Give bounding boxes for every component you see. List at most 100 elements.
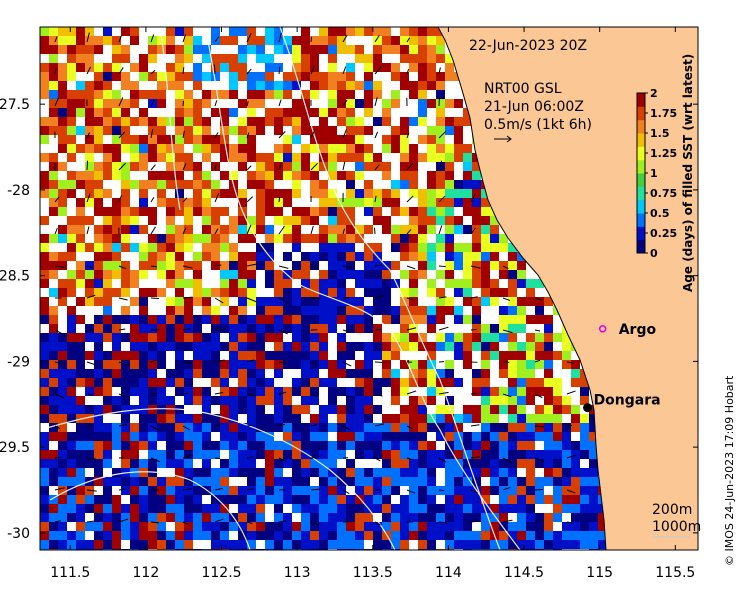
sst-cell [238, 333, 247, 342]
sst-cell [247, 45, 256, 54]
current-vector [502, 457, 512, 464]
sst-cell [40, 531, 49, 540]
sst-cell [67, 441, 76, 450]
sst-cell [103, 522, 112, 531]
current-vector [246, 101, 249, 107]
sst-cell [247, 342, 256, 351]
sst-cell [184, 279, 193, 288]
sst-cell [310, 441, 319, 450]
sst-cell [454, 99, 463, 108]
sst-cell [301, 171, 310, 180]
sst-cell [184, 459, 193, 468]
sst-cell [76, 108, 85, 117]
sst-cell [499, 396, 508, 405]
sst-cell [598, 540, 607, 549]
sst-cell [310, 81, 319, 90]
sst-cell [400, 117, 409, 126]
sst-cell [247, 171, 256, 180]
current-vector [246, 329, 253, 334]
sst-cell [76, 207, 85, 216]
current-vector [470, 520, 480, 523]
sst-cell [382, 45, 391, 54]
current-vector [86, 66, 92, 75]
sst-cell [40, 279, 49, 288]
sst-cell [517, 414, 526, 423]
sst-cell [184, 324, 193, 333]
sst-cell [175, 522, 184, 531]
current-vector [214, 264, 222, 267]
sst-cell [508, 297, 517, 306]
sst-cell [355, 27, 364, 36]
sst-cell [463, 468, 472, 477]
sst-cell [265, 162, 274, 171]
sst-cell [103, 63, 112, 72]
sst-cell [418, 540, 427, 549]
sst-cell [427, 135, 436, 144]
sst-cell [436, 90, 445, 99]
sst-cell [337, 414, 346, 423]
sst-cell [112, 36, 121, 45]
sst-cell [526, 360, 535, 369]
sst-cell [328, 135, 337, 144]
sst-cell [427, 63, 436, 72]
sst-cell [112, 360, 121, 369]
sst-cell [436, 459, 445, 468]
current-vector [118, 488, 126, 491]
sst-cell [49, 252, 58, 261]
sst-cell [103, 288, 112, 297]
current-vector [118, 265, 127, 270]
sst-cell [112, 126, 121, 135]
sst-cell [301, 162, 310, 171]
sst-cell [400, 144, 409, 153]
sst-cell [391, 378, 400, 387]
colorbar-swatch [637, 186, 645, 201]
sst-cell [40, 504, 49, 513]
sst-cell [283, 531, 292, 540]
current-vector [182, 265, 193, 269]
sst-cell [517, 360, 526, 369]
colorbar-tick-label: 0 [650, 247, 658, 260]
sst-cell [40, 234, 49, 243]
sst-cell [193, 297, 202, 306]
sst-cell [373, 90, 382, 99]
sst-cell [481, 342, 490, 351]
sst-cell [247, 369, 256, 378]
sst-cell [166, 252, 175, 261]
current-vector [310, 65, 315, 75]
sst-cell [49, 207, 58, 216]
sst-cell [256, 360, 265, 369]
sst-cell [67, 450, 76, 459]
current-vector [182, 521, 189, 525]
sst-cell [283, 441, 292, 450]
sst-cell [436, 126, 445, 135]
sst-cell [121, 243, 130, 252]
sst-cell [112, 72, 121, 81]
sst-cell [400, 162, 409, 171]
sst-cell [472, 297, 481, 306]
sst-cell [490, 414, 499, 423]
sst-cell [256, 117, 265, 126]
sst-cell [157, 171, 166, 180]
sst-cell [184, 540, 193, 549]
current-vector [374, 164, 380, 171]
sst-cell [373, 198, 382, 207]
sst-cell [238, 27, 247, 36]
sst-cell [121, 135, 130, 144]
sst-cell [76, 99, 85, 108]
sst-cell [409, 468, 418, 477]
sst-cell [382, 135, 391, 144]
sst-cell [427, 54, 436, 63]
sst-cell [364, 63, 373, 72]
sst-cell [490, 432, 499, 441]
sst-cell [49, 477, 58, 486]
current-vector [438, 296, 447, 299]
sst-cell [193, 477, 202, 486]
sst-cell [85, 297, 94, 306]
sst-cell [184, 306, 193, 315]
sst-cell [148, 459, 157, 468]
sst-cell [193, 117, 202, 126]
current-vector [438, 160, 443, 171]
sst-cell [553, 486, 562, 495]
sst-cell [211, 54, 220, 63]
sst-cell [463, 486, 472, 495]
